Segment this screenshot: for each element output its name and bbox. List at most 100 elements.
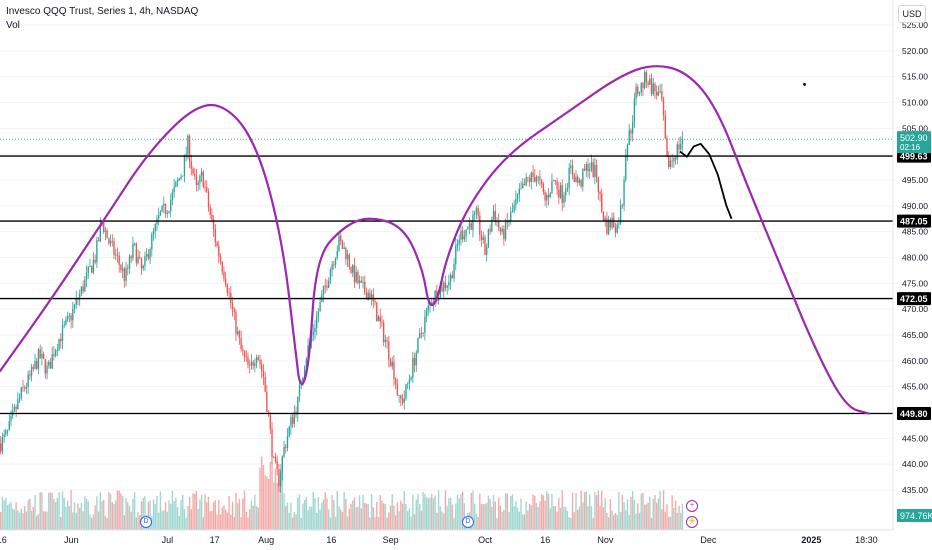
y-tick-label: 455.00 [902,382,928,392]
volume-bar [60,516,62,530]
volume-bar [448,498,450,530]
chart-legend: Invesco QQQ Trust, Series 1, 4h, NASDAQ … [6,6,198,31]
candle-body [305,358,308,368]
volume-bar [575,493,577,530]
candle-body [357,271,359,284]
volume-bar [218,499,220,530]
candle-body [455,245,457,265]
candle-body [135,243,138,264]
volume-bar [42,511,45,530]
volume-bar [597,490,599,530]
flash-event-icon[interactable]: ⚡ [686,516,699,528]
candle-body [671,160,673,162]
volume-bar [441,511,443,530]
volume-bar [331,495,333,530]
candle-body [6,429,9,431]
volume-bar [10,501,12,530]
candle-body [661,91,663,100]
candle-body [619,205,622,224]
symbol-title[interactable]: Invesco QQQ Trust, Series 1, 4h, NASDAQ [6,6,199,17]
x-tick-label: Jul [162,535,174,545]
candle-body [408,379,411,384]
dividend-marker[interactable]: D [461,516,474,528]
volume-bar [393,505,395,530]
candle-body [465,229,467,237]
volume-bar [559,507,562,530]
candle-body [39,349,41,358]
volume-bar [84,496,86,530]
volume-bar [419,503,421,530]
volume-bar [436,512,438,530]
candle-body [480,235,483,240]
plus-event-icon[interactable]: + [686,500,699,512]
volume-bar [142,497,144,530]
candle-body [70,315,72,321]
candle-body [214,229,217,243]
candle-body [144,256,146,266]
volume-bar [372,507,375,530]
volume-bar [164,502,167,530]
candle-body [453,264,455,279]
volume-bar [479,493,481,530]
candle-body [58,338,60,351]
volume-bar [259,467,261,530]
level-price-label: 472.05 [900,294,928,304]
candle-body [573,175,575,182]
dividend-marker[interactable]: D [139,516,152,528]
volume-bar [625,510,627,530]
y-tick-label: 435.00 [902,485,928,495]
candle-body [643,72,646,89]
volume-bar [173,501,175,530]
volume-bar [13,509,16,530]
candle-body [592,162,594,178]
volume-bar [163,510,165,530]
candle-body [575,176,577,182]
candle-body [467,227,469,230]
volume-bar [398,511,400,530]
volume-bar [631,491,634,530]
candle-body [250,361,253,366]
volume-bar [437,490,440,530]
candle-body [479,215,481,236]
volume-bar [170,503,172,530]
volume-bar [185,517,187,530]
candle-body [403,398,405,403]
volume-bar [405,503,407,530]
volume-bar [72,512,74,530]
candle-body [298,385,301,397]
candle-body [331,264,333,270]
candle-body [194,173,196,176]
currency-button[interactable]: USD [898,5,926,23]
volume-bar [115,500,117,530]
candle-body [238,331,241,339]
volume-bar [192,493,194,530]
level-price-label: 487.05 [900,217,928,227]
volume-bar [48,492,50,530]
volume-bar [49,492,52,530]
volume-bar [482,504,484,530]
volume-bar [125,498,127,530]
candle-body [681,139,684,145]
volume-bar [458,498,460,530]
candle-body [5,430,7,435]
candle-body [657,92,660,96]
volume-bar [585,491,587,530]
volume-bar [223,505,225,530]
candle-body [417,337,419,353]
candle-body [676,144,678,160]
volume-bar [389,505,392,530]
candle-body [472,214,474,230]
candle-body [20,387,22,398]
candle-body [470,223,472,230]
volume-bar [312,491,314,530]
candle-body [654,83,656,92]
candle-body [439,286,442,299]
y-tick-label: 510.00 [902,98,928,108]
candle-body [27,374,29,387]
volume-bar [156,495,158,530]
candle-body [391,361,393,367]
candle-body [419,333,421,338]
volume-bar [3,500,5,530]
